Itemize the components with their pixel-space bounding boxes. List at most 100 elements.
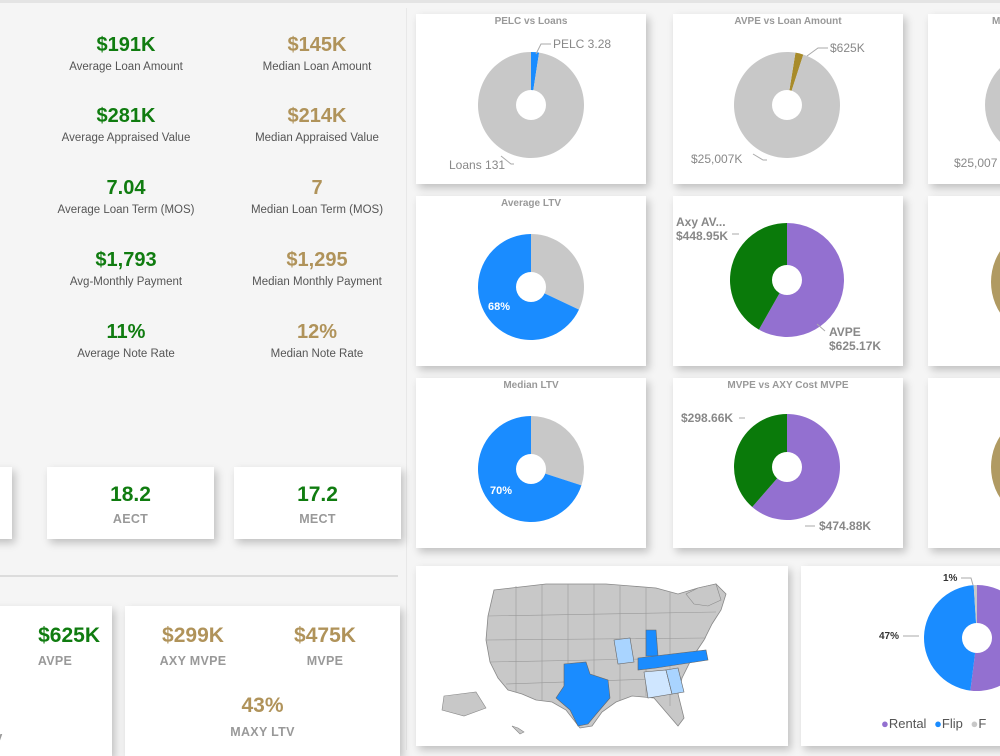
legend: ●Rental ●Flip ●F [881, 716, 986, 731]
avg-ltv-donut [478, 234, 584, 340]
avpe-value: $625K [38, 624, 100, 647]
missouri[interactable] [613, 637, 635, 665]
avpe-label: $625K [830, 41, 865, 55]
metric-value: 12% [296, 321, 338, 343]
metric-label: Average Note Rate [77, 348, 175, 360]
metric-label: Average Loan Amount [69, 61, 183, 73]
georgia[interactable] [665, 667, 685, 695]
right-lower-chart [991, 436, 1000, 498]
kpi-value: 17.2 [297, 483, 338, 506]
us-map-card[interactable] [416, 566, 788, 746]
right-lower-donut [991, 436, 1000, 498]
alaska[interactable] [441, 691, 487, 717]
axy-avpe-donut [730, 223, 844, 337]
section-divider [0, 575, 398, 577]
mvpe-label: $474.88K [819, 519, 871, 533]
avg-ltv-label: 68% [488, 301, 510, 313]
average-ltv-card[interactable]: Average LTV 68% [416, 196, 646, 366]
metric-median-note-rate: 12% Median Note Rate [227, 320, 407, 360]
kpi-card-aect[interactable]: 18.2 AECT [47, 467, 214, 539]
panel-divider [406, 8, 407, 750]
chart-title: AVPE vs Loan Amount [734, 16, 842, 27]
axy-label-1: Axy AV... [676, 215, 726, 229]
avpe-vs-loan-card[interactable]: AVPE vs Loan Amount $625K $25,007K [673, 14, 903, 184]
metric-label: Average Appraised Value [61, 132, 191, 144]
pelc-donut [478, 52, 584, 158]
right-mid-card[interactable] [928, 196, 1000, 366]
indiana[interactable] [645, 629, 659, 657]
donut-hole [772, 452, 802, 482]
median-ltv-label: 70% [490, 485, 512, 497]
median-ltv-donut [478, 416, 584, 522]
chart-title: Average LTV [500, 198, 562, 209]
third-top-card[interactable]: M $25,007 [928, 14, 1000, 184]
legend-flip-label: Flip [941, 716, 963, 731]
donut-hole [962, 623, 992, 653]
label-47pct: 47% [879, 631, 899, 642]
donut-slice[interactable] [924, 585, 977, 691]
metric-value: $191K [96, 34, 156, 56]
metric-label: Average Loan Term (MOS) [57, 204, 195, 216]
metric-median-loan-amount: $145K Median Loan Amount [227, 33, 407, 73]
texas[interactable] [555, 661, 611, 727]
avpe-label-2: $625.17K [829, 339, 881, 353]
axy-mvpe-label: AXY MVPE [159, 654, 227, 668]
donut-hole [516, 272, 546, 302]
loan-type-card[interactable]: 1% 47% ●Rental ●Flip ●F [801, 566, 1000, 746]
metric-value: 7 [311, 177, 323, 199]
avpe-label: AVPE [37, 654, 73, 668]
mvpe-card[interactable]: $299K AXY MVPE $475K MVPE 43% MAXY LTV [125, 606, 400, 756]
third-top-chart: $25,007 [954, 68, 1000, 170]
chart-title: PELC vs Loans [494, 16, 568, 27]
third-top-label: $25,007 [954, 156, 998, 170]
right-lower-card[interactable] [928, 378, 1000, 548]
legend-rental-label: Rental [888, 716, 927, 731]
us-map[interactable] [416, 566, 788, 746]
right-mid-chart [991, 251, 1000, 313]
mvpe-value: $475K [294, 624, 356, 647]
mvpe-label: MVPE [306, 654, 344, 668]
legend-rental-dot: ● [881, 716, 889, 731]
avpe-vs-loan-chart: $625K $25,007K [691, 41, 865, 166]
chart-title: MVPE vs AXY Cost MVPE [727, 380, 849, 391]
metric-avg-monthly-payment: $1,793 Avg-Monthly Payment [36, 248, 216, 288]
metric-value: 11% [106, 321, 146, 343]
pelc-vs-loans-card[interactable]: PELC vs Loans PELC 3.28 Loans 131 [416, 14, 646, 184]
donut-hole [516, 90, 546, 120]
maxy-ltv-label: MAXY LTV [230, 725, 295, 739]
avpe-label-1: AVPE [829, 325, 861, 339]
loans-label: Loans 131 [449, 158, 505, 172]
new-england[interactable] [685, 583, 722, 607]
metric-label: Median Monthly Payment [252, 276, 382, 288]
kpi-value: 18.2 [110, 483, 151, 506]
donut-slice[interactable] [730, 223, 787, 330]
legend-f-label: F [978, 716, 987, 731]
metric-value: 7.04 [106, 177, 146, 199]
axy-label-2: $448.95K [676, 229, 728, 243]
metric-label: Avg-Monthly Payment [69, 276, 183, 288]
metric-label: Median Appraised Value [255, 132, 379, 144]
hawaii[interactable] [511, 725, 525, 735]
legend-f-dot: ● [970, 716, 979, 731]
metric-median-monthly-payment: $1,295 Median Monthly Payment [227, 248, 407, 288]
metric-value: $145K [287, 34, 347, 56]
legend-flip-dot: ● [934, 716, 942, 731]
tn-nc[interactable] [637, 649, 709, 671]
pelc-vs-loans-chart: PELC 3.28 Loans 131 [449, 37, 611, 172]
metric-median-loan-term: 7 Median Loan Term (MOS) [227, 176, 407, 216]
metric-average-appraised-value: $281K Average Appraised Value [36, 104, 216, 144]
kpi-card-mect[interactable]: 17.2 MECT [234, 467, 401, 539]
pelc-label: PELC 3.28 [553, 37, 611, 51]
metric-average-loan-amount: $191K Average Loan Amount [36, 33, 216, 73]
axy-avpe-card[interactable]: Axy AV... $448.95K AVPE $625.17K [673, 196, 903, 366]
kpi-card-partial[interactable] [0, 467, 12, 539]
metric-value: $1,793 [95, 249, 157, 271]
kpi-label: AECT [112, 512, 149, 526]
chart-title: M [992, 16, 1000, 27]
median-ltv-card[interactable]: Median LTV 70% [416, 378, 646, 548]
donut-slice[interactable] [734, 414, 787, 507]
avpe-card[interactable]: $625K AVPE V [0, 606, 112, 756]
mvpe-vs-axy-chart: $298.66K $474.88K [681, 411, 871, 533]
mvpe-vs-axy-card[interactable]: MVPE vs AXY Cost MVPE $298.66K $474.88K [673, 378, 903, 548]
median-ltv-chart: 70% [478, 416, 584, 522]
